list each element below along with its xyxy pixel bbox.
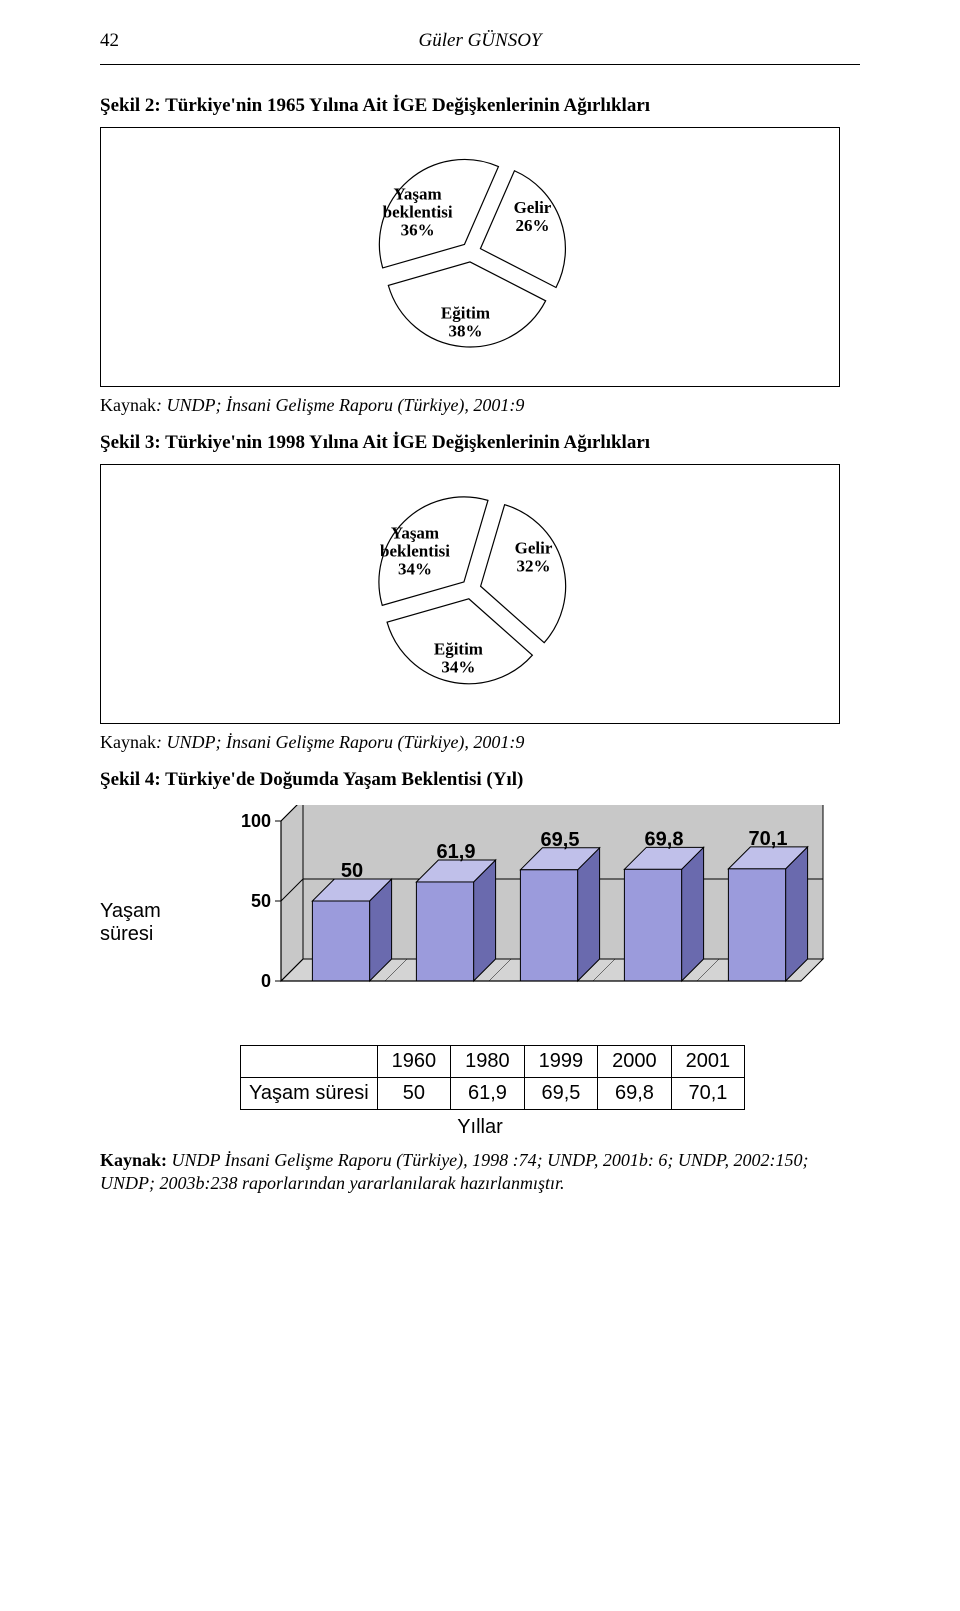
table-cell: 1999 (524, 1046, 598, 1078)
figure4-source-label: Kaynak: (100, 1150, 167, 1170)
table-cell: 2001 (671, 1046, 745, 1078)
svg-text:26%: 26% (515, 216, 549, 235)
table-cell: 1960 (377, 1046, 451, 1078)
figure4-bar-chart: 0 50 100 50 61,9 69,5 69,8 70,1 (221, 805, 860, 1045)
figure2-chart: Yaşambeklentisi36% Gelir26% Eğitim38% (100, 127, 840, 387)
page: 42 Güler GÜNSOY Şekil 2: Türkiye'nin 196… (0, 0, 960, 1234)
figure2-pie: Yaşambeklentisi36% Gelir26% Eğitim38% (101, 138, 841, 378)
svg-text:Eğitim: Eğitim (441, 303, 490, 322)
figure4-block: Yaşam süresi 0501005061,969,569,870,1 19… (100, 801, 860, 1139)
figure4-cat-row-header (241, 1046, 378, 1078)
svg-text:69,5: 69,5 (540, 829, 579, 851)
svg-text:Gelir: Gelir (515, 538, 553, 557)
svg-text:61,9: 61,9 (436, 841, 475, 863)
figure4-source: Kaynak: UNDP İnsani Gelişme Raporu (Türk… (100, 1149, 860, 1194)
svg-text:Yaşam: Yaşam (394, 184, 442, 203)
table-cell: 1980 (451, 1046, 525, 1078)
svg-text:Yaşam: Yaşam (391, 524, 439, 543)
header-rule (100, 64, 860, 65)
svg-text:Gelir: Gelir (514, 198, 552, 217)
figure4-val-row-header: Yaşam süresi (241, 1078, 378, 1110)
figure4-source-text: UNDP İnsani Gelişme Raporu (Türkiye), 19… (100, 1150, 808, 1193)
figure4-title: Şekil 4: Türkiye'de Doğumda Yaşam Beklen… (100, 769, 860, 791)
figure4-data-table: 1960 1980 1999 2000 2001 Yaşam süresi 50… (240, 1045, 745, 1110)
figure2-source: Kaynak: UNDP; İnsani Gelişme Raporu (Tür… (100, 395, 860, 416)
table-cell: 69,5 (524, 1078, 598, 1110)
svg-text:100: 100 (241, 811, 271, 831)
table-cell: 69,8 (598, 1078, 672, 1110)
figure4-val-row: Yaşam süresi 50 61,9 69,5 69,8 70,1 (241, 1078, 745, 1110)
svg-text:beklentisi: beklentisi (380, 542, 450, 561)
figure4-ylabel-line1: Yaşam (100, 900, 221, 923)
svg-text:50: 50 (341, 860, 363, 882)
author-name: Güler GÜNSOY (419, 30, 542, 52)
figure4-ylabel-line2: süresi (100, 923, 221, 946)
svg-text:36%: 36% (401, 220, 435, 239)
page-header: 42 Güler GÜNSOY (100, 30, 860, 60)
svg-text:50: 50 (251, 891, 271, 911)
figure2-source-label: Kaynak (100, 395, 156, 415)
table-cell: 61,9 (451, 1078, 525, 1110)
page-number: 42 (100, 30, 119, 52)
svg-text:34%: 34% (441, 657, 475, 676)
svg-text:34%: 34% (398, 560, 432, 579)
figure3-source: Kaynak: UNDP; İnsani Gelişme Raporu (Tür… (100, 732, 860, 753)
figure2-title: Şekil 2: Türkiye'nin 1965 Yılına Ait İGE… (100, 95, 860, 117)
svg-text:38%: 38% (448, 321, 482, 340)
figure4-yaxis-label: Yaşam süresi (100, 900, 221, 946)
figure3-source-label: Kaynak (100, 732, 156, 752)
figure2-source-text: : UNDP; İnsani Gelişme Raporu (Türkiye),… (156, 395, 524, 415)
svg-text:69,8: 69,8 (644, 828, 683, 850)
figure3-pie: Yaşambeklentisi34%Gelir32%Eğitim34% (101, 475, 841, 715)
figure3-chart: Yaşambeklentisi34%Gelir32%Eğitim34% (100, 464, 840, 724)
figure3-title: Şekil 3: Türkiye'nin 1998 Yılına Ait İGE… (100, 432, 860, 454)
svg-text:70,1: 70,1 (748, 828, 787, 850)
svg-text:Eğitim: Eğitim (434, 639, 483, 658)
table-cell: 50 (377, 1078, 451, 1110)
figure4-xlabel: Yıllar (100, 1116, 860, 1139)
svg-text:32%: 32% (517, 556, 551, 575)
svg-text:0: 0 (261, 971, 271, 991)
table-cell: 2000 (598, 1046, 672, 1078)
figure3-source-text: : UNDP; İnsani Gelişme Raporu (Türkiye),… (156, 732, 524, 752)
table-cell: 70,1 (671, 1078, 745, 1110)
figure4-cat-row: 1960 1980 1999 2000 2001 (241, 1046, 745, 1078)
svg-text:beklentisi: beklentisi (383, 202, 453, 221)
